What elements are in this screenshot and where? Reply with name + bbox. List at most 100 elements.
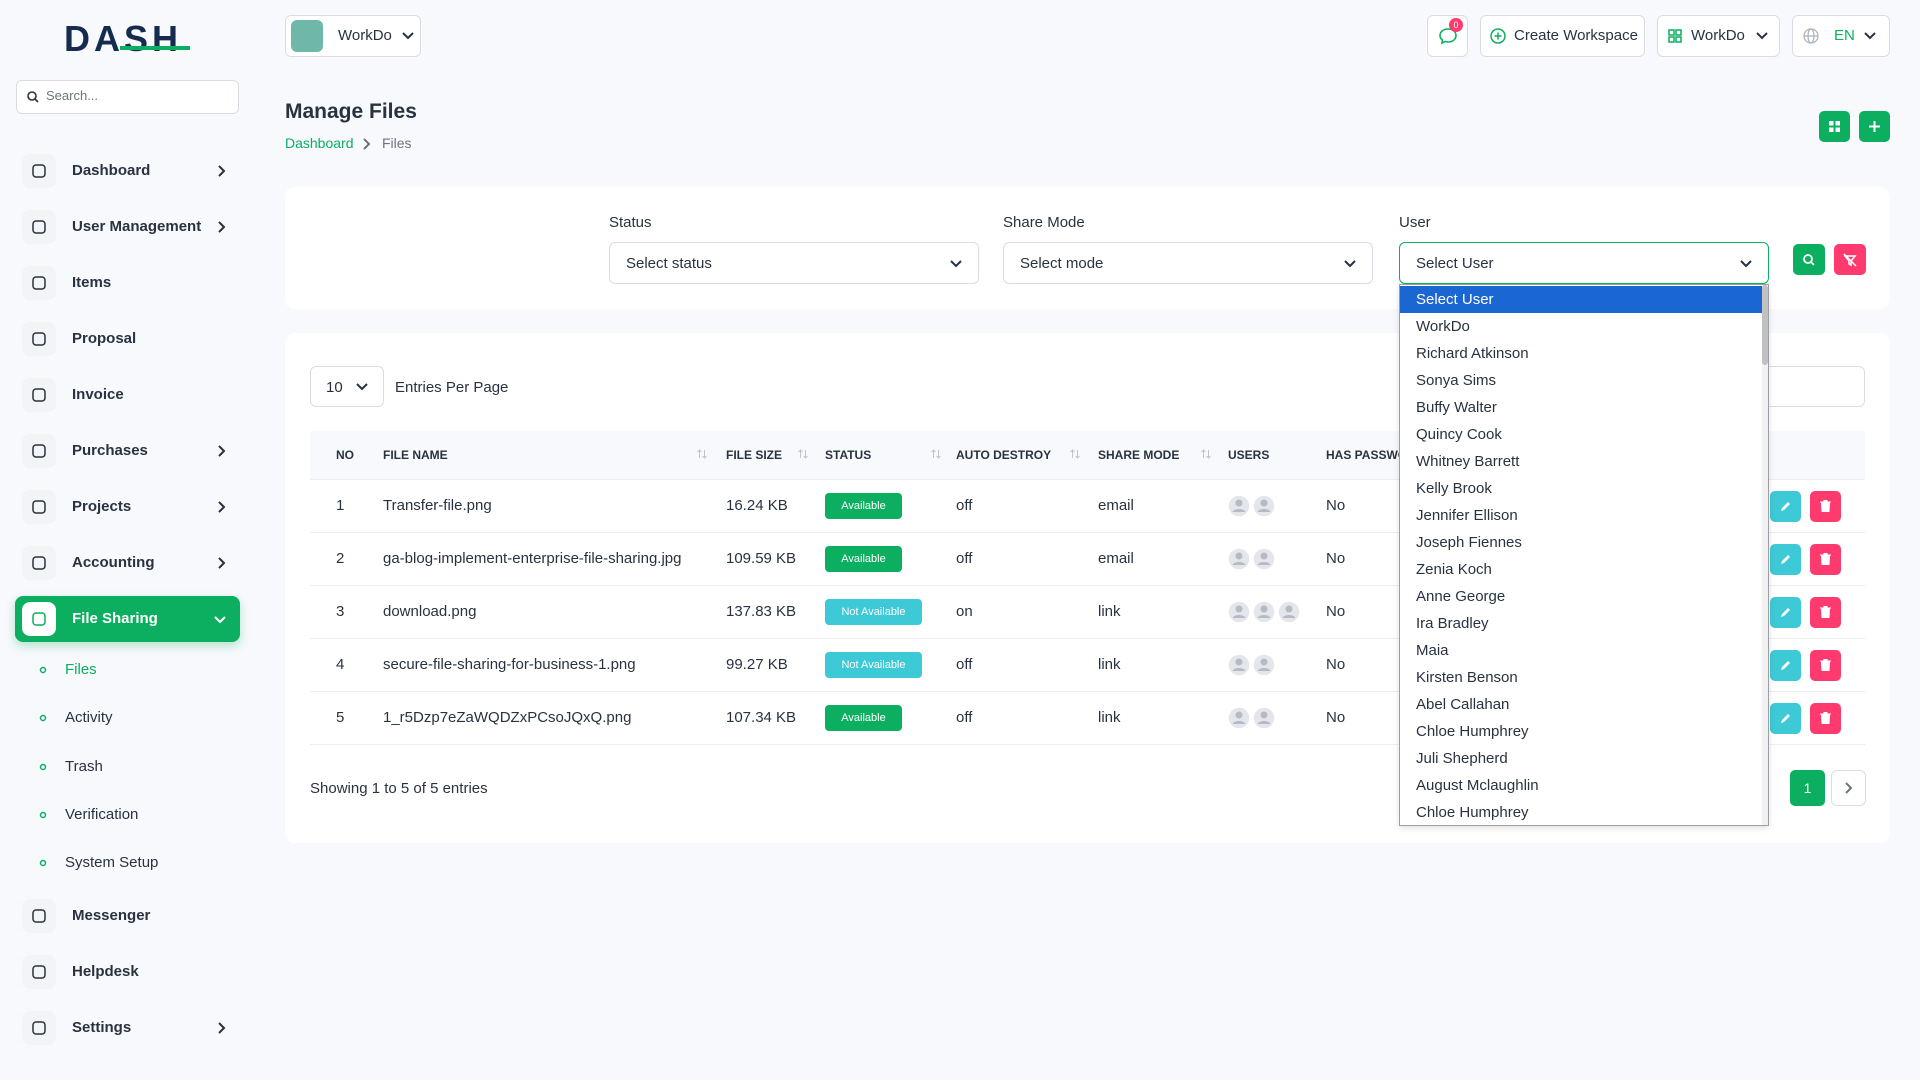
nav-glyph [32, 964, 46, 979]
edit-icon [1781, 502, 1790, 511]
chevron-right [218, 165, 226, 177]
cell: link [1098, 709, 1121, 726]
column-header[interactable]: STATUS [825, 448, 872, 462]
dropdown-option[interactable]: Chloe Humphrey [1416, 723, 1529, 740]
nav-label[interactable]: File Sharing [72, 610, 158, 627]
nav-glyph [32, 332, 46, 346]
nav-glyph [32, 164, 46, 178]
nav-label[interactable]: Settings [72, 1018, 132, 1036]
delete-icon [1820, 712, 1831, 724]
dropdown-option[interactable]: Quincy Cook [1416, 426, 1502, 443]
dropdown-option[interactable]: Ira Bradley [1416, 615, 1489, 632]
dropdown-option[interactable]: Chloe Humphrey [1416, 804, 1529, 821]
nav-label[interactable]: User Management [72, 218, 202, 235]
user-avatar [1252, 547, 1276, 571]
dropdown-option[interactable]: Juli Shepherd [1416, 750, 1508, 767]
dropdown-option[interactable]: WorkDo [1416, 318, 1470, 335]
cell: email [1098, 497, 1134, 514]
search-box[interactable] [16, 80, 239, 114]
filter-placeholder: Select status [626, 255, 712, 272]
nav-glyph [32, 220, 46, 234]
column-header[interactable]: SHARE MODE [1098, 448, 1180, 462]
create-workspace-btn[interactable] [1480, 15, 1645, 57]
submenu-dot [39, 763, 47, 770]
nav-label[interactable]: Purchases [72, 442, 148, 459]
submenu-label[interactable]: System Setup [65, 854, 159, 872]
submenu-label[interactable]: Trash [65, 757, 103, 775]
nav-label[interactable]: Proposal [72, 330, 137, 347]
dropdown-option[interactable]: Sonya Sims [1416, 372, 1497, 389]
dropdown-option[interactable]: Joseph Fiennes [1416, 534, 1522, 551]
filter-select[interactable] [1003, 242, 1373, 284]
dropdown-option[interactable]: Kelly Brook [1416, 480, 1492, 497]
grid-view-btn[interactable] [1819, 111, 1850, 142]
sort-icon [798, 449, 808, 459]
dropdown-option[interactable]: Zenia Koch [1416, 561, 1492, 578]
column-header[interactable]: FILE SIZE [726, 448, 783, 462]
column-header[interactable]: AUTO DESTROY [956, 448, 1052, 462]
nav-icon [22, 378, 56, 412]
delete-icon [1820, 659, 1831, 671]
row-divider [310, 585, 1865, 586]
dropdown-option[interactable]: Anne George [1416, 588, 1506, 605]
nav-icon [22, 546, 56, 580]
dropdown-option-bg[interactable] [1400, 286, 1762, 313]
edit-icon [1781, 661, 1790, 670]
submenu-label[interactable]: Verification [65, 805, 139, 823]
submenu-label[interactable]: Files [65, 661, 97, 678]
nav-label[interactable]: Items [72, 274, 112, 291]
dropdown-option[interactable]: Select User [1416, 291, 1494, 308]
page-next[interactable] [1831, 770, 1866, 806]
page-size-label: Entries Per Page [395, 379, 509, 396]
nav-label[interactable]: Helpdesk [72, 962, 139, 980]
user-avatar [1252, 494, 1276, 518]
dropdown-option[interactable]: Jennifer Ellison [1416, 507, 1518, 524]
dropdown-option[interactable]: Richard Atkinson [1416, 345, 1529, 362]
cell: link [1098, 656, 1121, 673]
filter-select[interactable] [1399, 242, 1769, 284]
submenu-dot [39, 715, 47, 722]
cell: 5 [336, 709, 345, 726]
page-size-select[interactable] [310, 366, 384, 407]
cell: 1_r5Dzp7eZaWQDZxPCsoJQxQ.png [383, 709, 632, 726]
nav-label[interactable]: Messenger [72, 906, 151, 924]
create-workspace-label[interactable]: Create Workspace [1514, 27, 1638, 44]
nav-glyph [32, 388, 46, 402]
cell: download.png [383, 603, 477, 620]
nav-label[interactable]: Accounting [72, 554, 155, 571]
search-btn[interactable] [1793, 244, 1825, 275]
page-current[interactable]: 1 [1790, 770, 1825, 806]
dropdown-option[interactable]: Whitney Barrett [1416, 453, 1520, 470]
nav-label[interactable]: Projects [72, 498, 132, 515]
dropdown-option[interactable]: Buffy Walter [1416, 399, 1497, 416]
nav-label[interactable]: Invoice [72, 386, 124, 403]
language-label[interactable]: EN [1834, 27, 1855, 44]
chevron-down [402, 32, 414, 40]
nav-glyph [32, 444, 46, 458]
workspace-name[interactable]: WorkDo [338, 27, 392, 44]
workspace-menu-label[interactable]: WorkDo [1691, 27, 1745, 44]
cell: off [956, 497, 973, 514]
dropdown-list [1399, 284, 1769, 826]
chevron-down [1344, 260, 1356, 268]
dropdown-option[interactable]: August Mclaughlin [1416, 777, 1539, 794]
nav-label[interactable]: Dashboard [72, 162, 151, 179]
column-header[interactable]: USERS [1228, 448, 1270, 462]
dropdown-option[interactable]: Kirsten Benson [1416, 669, 1518, 686]
sort-icon [1070, 449, 1080, 459]
dropdown-option[interactable]: Maia [1416, 642, 1449, 659]
filter-select[interactable] [609, 242, 979, 284]
dropdown-option[interactable]: Abel Callahan [1416, 696, 1510, 713]
user-avatar [1252, 600, 1276, 624]
breadcrumb-link[interactable]: Dashboard [285, 135, 354, 151]
chevron-down [950, 260, 962, 268]
user-avatar [1227, 653, 1251, 677]
column-header[interactable]: NO [336, 448, 354, 462]
submenu-label[interactable]: Activity [65, 709, 113, 727]
column-header[interactable]: FILE NAME [383, 448, 448, 462]
chevron-down [356, 383, 368, 391]
user-avatar [1277, 600, 1301, 624]
nav-glyph [32, 500, 46, 514]
